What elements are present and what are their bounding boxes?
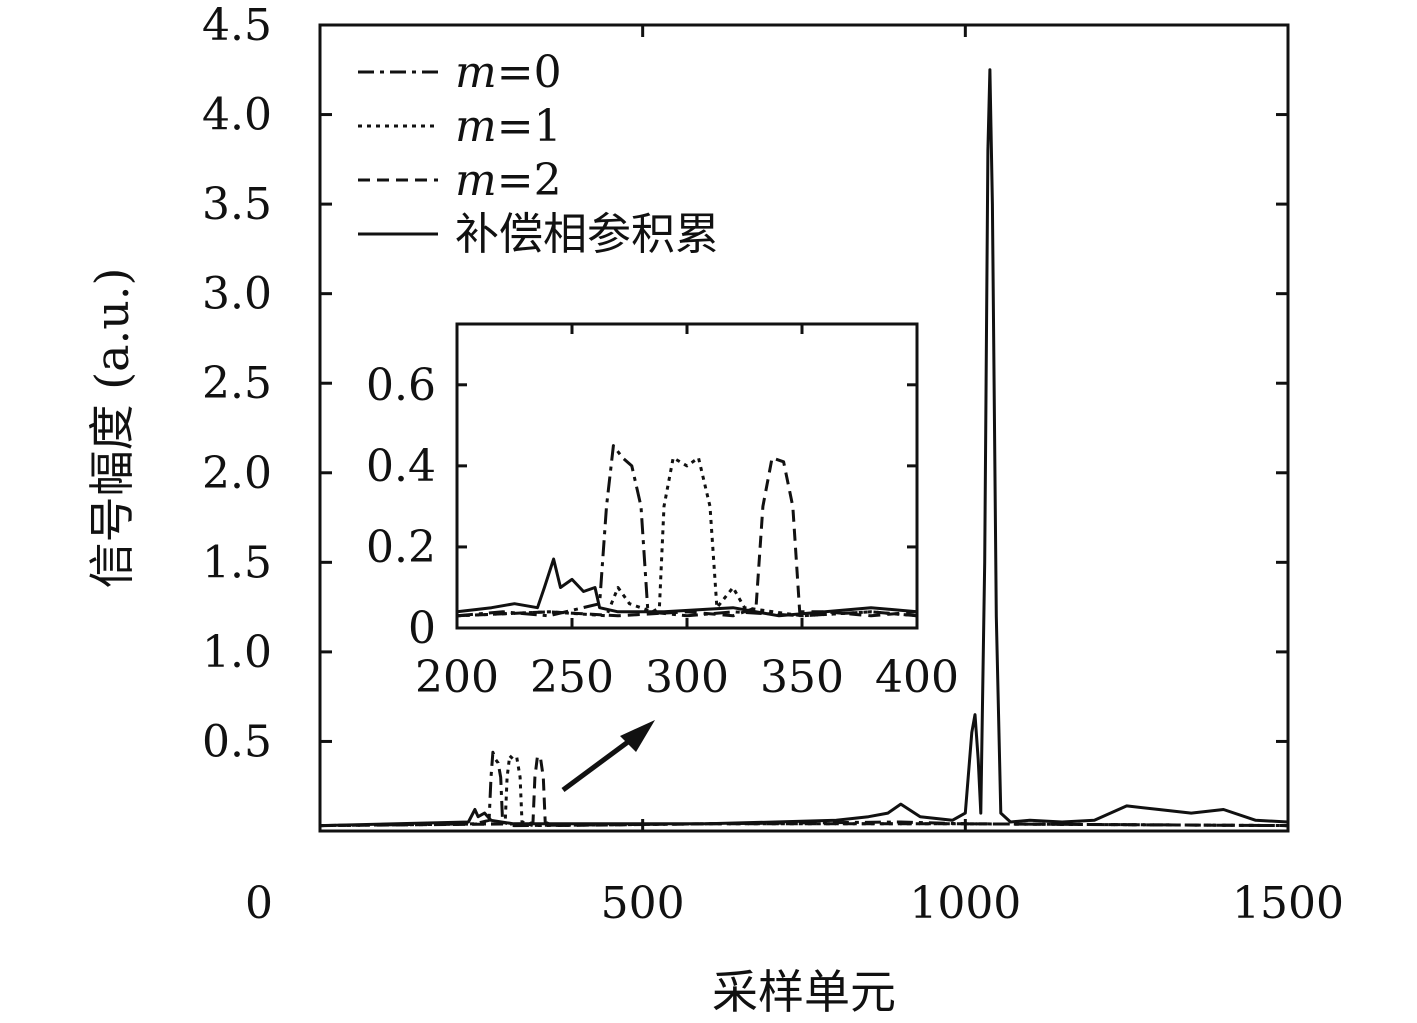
inset-y-tick-label: 0 (408, 603, 436, 654)
inset-x-tick-label: 350 (760, 652, 844, 703)
series-line-dotted (319, 754, 1289, 828)
x-tick-label: 1000 (909, 878, 1021, 929)
y-tick-label: 2.5 (202, 358, 272, 409)
inset-y-tick-label: 0.2 (366, 522, 436, 573)
inset-y-tick-label: 0.6 (366, 360, 436, 411)
y-tick-label: 2.0 (202, 448, 272, 499)
series-line-dashdot (319, 750, 1289, 828)
legend-label: 补偿相参积累 (455, 209, 719, 260)
y-tick-label: 4.5 (202, 0, 272, 51)
inset-x-tick-label: 400 (875, 652, 959, 703)
inset-series-line-dotted (456, 456, 918, 618)
x-tick-label: 500 (601, 878, 685, 929)
main-lines (319, 68, 1289, 828)
series-line-dashed (319, 754, 1289, 828)
inset-series-line-solid (456, 557, 918, 618)
legend-label: m=1 (455, 101, 562, 152)
y-axis-title: 信号幅度 (a.u.) (85, 268, 139, 589)
main-plot-frame (318, 23, 1290, 833)
inset-y-tick-label: 0.4 (366, 441, 436, 492)
main-ticks: 0 500 1000 1500 0.5 1.0 1.5 2.0 2.5 3.0 3.5 4.0 4.5 (202, 0, 1344, 929)
y-tick-label: 3.0 (202, 269, 272, 320)
y-tick-label: 1.0 (202, 627, 272, 678)
y-tick-label: 3.5 (202, 179, 272, 230)
x-axis-title: 采样单元 (712, 965, 896, 1019)
y-tick-label: 0.5 (202, 716, 272, 767)
series-line-solid (319, 68, 1289, 828)
inset-lines (456, 444, 918, 618)
x-tick-label: 1500 (1232, 878, 1344, 929)
legend-label: m=0 (455, 47, 562, 98)
inset-x-tick-label: 250 (530, 652, 614, 703)
inset-plot-frame (455, 322, 919, 630)
y-tick-label: 4.0 (202, 90, 272, 141)
inset-ticks: 200 250 300 350 400 0 0.2 0.4 0.6 (366, 324, 959, 703)
legend-label: m=2 (455, 155, 562, 206)
inset-x-tick-label: 300 (645, 652, 729, 703)
arrow-annotation (561, 720, 655, 793)
inset-x-tick-label: 200 (415, 652, 499, 703)
y-tick-label: 1.5 (202, 537, 272, 588)
x-tick-label: 0 (245, 878, 273, 929)
